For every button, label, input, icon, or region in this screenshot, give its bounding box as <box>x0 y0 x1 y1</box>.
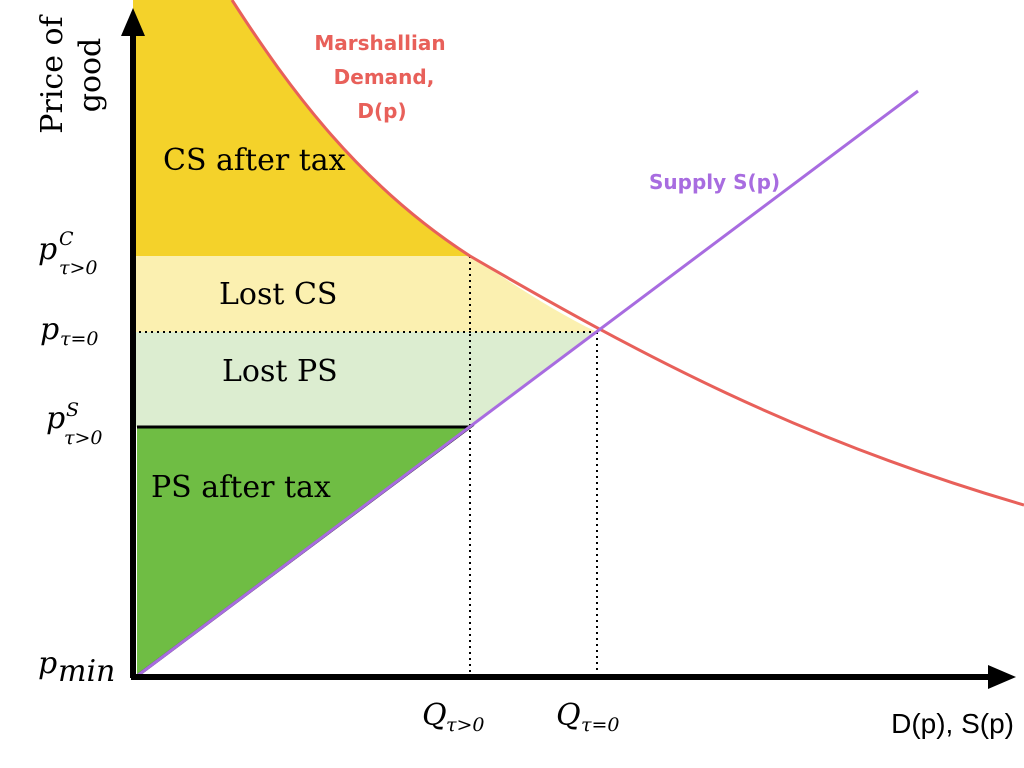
demand-label-line1: Marshallian <box>314 31 445 55</box>
y-tick-no-tax-price: p τ=0 <box>40 312 99 350</box>
y-tick-consumer-price: p C τ>0 <box>38 228 98 279</box>
y-axis-label-line2: good <box>73 38 108 113</box>
x-tick-tax-quantity: Q τ>0 <box>422 698 485 736</box>
x-axis-label: D(p), S(p) <box>891 708 1014 739</box>
lost-cs-region <box>133 256 597 332</box>
lost-ps-region <box>133 332 597 427</box>
supply-label: Supply S(p) <box>649 170 780 194</box>
y-tick-supplier-price: p S τ>0 <box>46 399 103 449</box>
cs-after-tax-label: CS after tax <box>163 143 346 178</box>
y-tick-min-price: p min <box>38 646 115 689</box>
lost-cs-label: Lost CS <box>219 277 337 312</box>
svg-text:C: C <box>59 228 74 250</box>
svg-text:Q: Q <box>556 698 581 733</box>
svg-text:τ>0: τ>0 <box>446 714 485 736</box>
svg-text:p: p <box>38 646 57 681</box>
svg-text:p: p <box>40 312 59 347</box>
x-tick-no-tax-quantity: Q τ=0 <box>556 698 620 736</box>
svg-text:τ>0: τ>0 <box>59 257 98 279</box>
demand-label-line3: D(p) <box>357 99 406 123</box>
y-axis-label-line1: Price of <box>35 14 70 133</box>
demand-curve <box>230 0 1024 507</box>
svg-text:τ=0: τ=0 <box>581 714 620 736</box>
svg-text:p: p <box>46 401 65 436</box>
svg-text:S: S <box>66 399 79 421</box>
demand-label-line2: Demand, <box>334 65 435 89</box>
ps-after-tax-label: PS after tax <box>151 470 331 505</box>
supply-curve <box>136 89 919 678</box>
x-axis-arrowhead <box>988 665 1016 689</box>
lost-ps-label: Lost PS <box>222 354 338 389</box>
svg-text:τ=0: τ=0 <box>60 328 99 350</box>
svg-text:p: p <box>38 232 57 267</box>
y-axis-arrowhead <box>121 8 145 36</box>
svg-text:Q: Q <box>422 698 447 733</box>
svg-text:τ>0: τ>0 <box>64 427 103 449</box>
svg-text:min: min <box>58 654 115 689</box>
